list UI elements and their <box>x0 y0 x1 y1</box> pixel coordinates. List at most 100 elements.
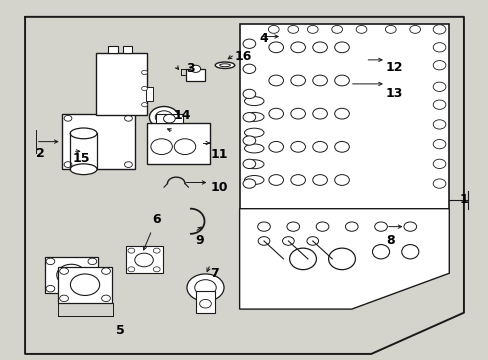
Text: 13: 13 <box>385 87 403 100</box>
Circle shape <box>102 295 110 302</box>
Text: 14: 14 <box>173 109 191 122</box>
Circle shape <box>290 42 305 53</box>
Bar <box>185 69 205 81</box>
Circle shape <box>432 82 445 91</box>
Circle shape <box>194 280 216 296</box>
Circle shape <box>312 42 327 53</box>
Circle shape <box>334 175 348 185</box>
Circle shape <box>432 25 445 34</box>
Circle shape <box>432 179 445 188</box>
Circle shape <box>334 141 348 152</box>
Text: 6: 6 <box>152 213 160 226</box>
Circle shape <box>268 108 283 119</box>
Circle shape <box>409 26 420 33</box>
Ellipse shape <box>330 82 343 86</box>
Text: 7: 7 <box>210 267 219 280</box>
Circle shape <box>432 42 445 52</box>
Ellipse shape <box>244 160 264 169</box>
Ellipse shape <box>70 128 97 139</box>
Text: 1: 1 <box>458 193 467 206</box>
Circle shape <box>243 64 255 73</box>
Ellipse shape <box>215 62 234 68</box>
Circle shape <box>64 162 72 167</box>
Ellipse shape <box>135 253 153 267</box>
Circle shape <box>102 268 110 274</box>
Ellipse shape <box>244 96 264 105</box>
Ellipse shape <box>289 248 316 270</box>
Text: 10: 10 <box>210 181 227 194</box>
Bar <box>58 267 112 303</box>
Circle shape <box>243 39 255 48</box>
Circle shape <box>312 108 327 119</box>
Circle shape <box>153 267 160 272</box>
Ellipse shape <box>244 128 264 137</box>
Ellipse shape <box>70 164 97 175</box>
Bar <box>239 24 448 209</box>
Circle shape <box>88 285 97 292</box>
Circle shape <box>199 300 211 308</box>
Circle shape <box>268 141 283 152</box>
Circle shape <box>88 258 97 265</box>
Circle shape <box>331 26 342 33</box>
Text: 3: 3 <box>185 62 194 75</box>
Circle shape <box>243 136 255 145</box>
Circle shape <box>163 114 175 123</box>
Circle shape <box>60 268 68 274</box>
Circle shape <box>243 89 255 99</box>
Circle shape <box>385 26 395 33</box>
Circle shape <box>316 222 328 231</box>
Polygon shape <box>239 209 448 309</box>
Bar <box>147 123 210 164</box>
Circle shape <box>334 42 348 53</box>
Circle shape <box>128 267 135 272</box>
Bar <box>146 87 153 101</box>
Circle shape <box>243 113 255 122</box>
Circle shape <box>149 107 178 128</box>
Circle shape <box>432 100 445 109</box>
Circle shape <box>334 75 348 86</box>
Circle shape <box>287 26 298 33</box>
Circle shape <box>432 120 445 129</box>
Circle shape <box>243 159 255 168</box>
Text: 11: 11 <box>210 148 227 161</box>
Ellipse shape <box>328 248 355 270</box>
Circle shape <box>124 116 132 121</box>
Ellipse shape <box>57 264 86 286</box>
Circle shape <box>258 237 269 245</box>
Ellipse shape <box>244 144 264 153</box>
Circle shape <box>355 26 366 33</box>
Circle shape <box>432 60 445 70</box>
Ellipse shape <box>372 244 389 259</box>
Bar <box>195 291 215 314</box>
Bar <box>122 46 132 53</box>
Circle shape <box>160 114 167 120</box>
Circle shape <box>290 175 305 185</box>
Circle shape <box>142 70 147 75</box>
Circle shape <box>282 237 294 245</box>
Bar <box>108 46 118 53</box>
Ellipse shape <box>401 244 418 259</box>
Ellipse shape <box>244 176 264 184</box>
Circle shape <box>290 141 305 152</box>
Bar <box>156 114 182 123</box>
Ellipse shape <box>244 112 264 121</box>
Circle shape <box>142 86 147 91</box>
Bar <box>126 246 162 273</box>
Circle shape <box>64 116 72 121</box>
Circle shape <box>153 248 160 253</box>
Circle shape <box>257 222 270 231</box>
Text: 4: 4 <box>259 32 267 45</box>
Circle shape <box>155 111 172 124</box>
Text: 8: 8 <box>385 234 394 247</box>
Circle shape <box>290 75 305 86</box>
Text: 5: 5 <box>116 324 124 337</box>
Circle shape <box>290 108 305 119</box>
Circle shape <box>268 75 283 86</box>
Text: 9: 9 <box>195 234 204 247</box>
Circle shape <box>174 139 195 154</box>
Circle shape <box>286 222 299 231</box>
Ellipse shape <box>338 54 365 65</box>
Circle shape <box>46 258 55 265</box>
Circle shape <box>306 237 318 245</box>
Circle shape <box>334 108 348 119</box>
